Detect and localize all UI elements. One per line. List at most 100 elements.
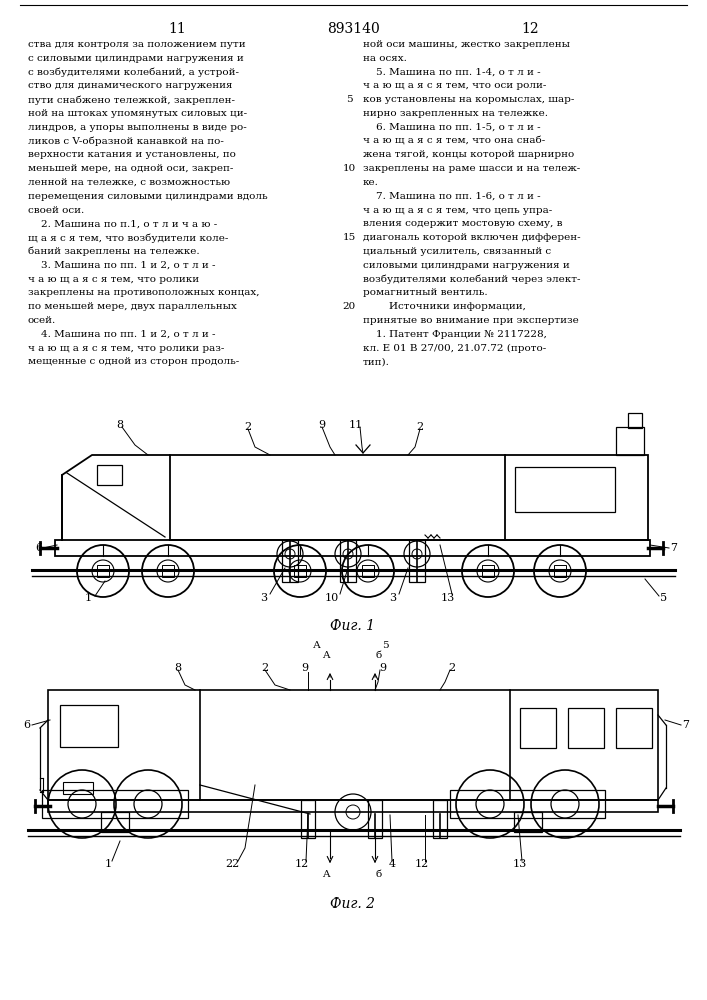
Bar [48,690,200,800]
Text: A: A [322,870,329,879]
Text: ной оси машины, жестко закреплены: ной оси машины, жестко закреплены [363,40,570,49]
Text: 9: 9 [301,663,308,673]
Text: 3. Машина по пп. 1 и 2, о т л и -: 3. Машина по пп. 1 и 2, о т л и - [28,261,216,270]
Text: осей.: осей. [28,316,57,325]
Text: ч а ю щ а я с я тем, что она снаб-: ч а ю щ а я с я тем, что она снаб- [363,137,545,146]
Text: 2: 2 [262,663,269,673]
Text: по меньшей мере, двух параллельных: по меньшей мере, двух параллельных [28,302,237,311]
Text: ч а ю щ а я с я тем, что оси роли-: ч а ю щ а я с я тем, что оси роли- [363,81,547,90]
Text: 5: 5 [382,641,388,650]
Text: 1. Патент Франции № 2117228,: 1. Патент Франции № 2117228, [363,330,547,339]
Bar [515,467,615,512]
Bar [450,790,605,818]
Bar [101,812,129,832]
Text: жена тягой, концы которой шарнирно: жена тягой, концы которой шарнирно [363,150,574,159]
Bar [60,705,118,747]
Text: циальный усилитель, связанный с: циальный усилитель, связанный с [363,247,551,256]
Text: 15: 15 [342,233,356,242]
Bar [513,812,542,832]
Bar [409,540,425,582]
Text: баний закреплены на тележке.: баний закреплены на тележке. [28,247,199,256]
Text: диагональ которой включен дифферен-: диагональ которой включен дифферен- [363,233,580,242]
Text: кл. Е 01 В 27/00, 21.07.72 (прото-: кл. Е 01 В 27/00, 21.07.72 (прото- [363,344,547,353]
Text: 5: 5 [346,95,352,104]
Text: нирно закрепленных на тележке.: нирно закрепленных на тележке. [363,109,548,118]
Bar [616,427,644,455]
Text: 6: 6 [23,720,30,730]
Text: ной на штоках упомянутых силовых ци-: ной на штоках упомянутых силовых ци- [28,109,247,118]
Text: Фиг. 2: Фиг. 2 [330,897,375,911]
Bar [628,413,642,428]
Text: ства для контроля за положением пути: ства для контроля за положением пути [28,40,245,49]
Text: 5: 5 [660,593,667,603]
Text: ство для динамического нагружения: ство для динамического нагружения [28,81,233,90]
Text: 11: 11 [349,420,363,430]
Text: 10: 10 [325,593,339,603]
Text: щ а я с я тем, что возбудители коле-: щ а я с я тем, что возбудители коле- [28,233,228,243]
Bar [554,565,566,577]
Text: 6: 6 [35,543,42,553]
Text: 12: 12 [415,859,429,869]
Text: 13: 13 [513,859,527,869]
Bar [520,708,556,748]
Text: 9: 9 [380,663,387,673]
Text: линдров, а упоры выполнены в виде ро-: линдров, а упоры выполнены в виде ро- [28,123,247,132]
Text: 7. Машина по пп. 1-6, о т л и -: 7. Машина по пп. 1-6, о т л и - [363,192,541,201]
Text: 22: 22 [225,859,239,869]
Text: 13: 13 [441,593,455,603]
Text: 2. Машина по п.1, о т л и ч а ю -: 2. Машина по п.1, о т л и ч а ю - [28,219,217,228]
Text: 11: 11 [168,22,186,36]
Bar [301,800,315,838]
Text: б: б [376,870,382,879]
Text: ков установлены на коромыслах, шар-: ков установлены на коромыслах, шар- [363,95,574,104]
Text: с силовыми цилиндрами нагружения и: с силовыми цилиндрами нагружения и [28,54,244,63]
Bar [55,540,650,556]
Text: 2: 2 [416,422,423,432]
Text: мещенные с одной из сторон продоль-: мещенные с одной из сторон продоль- [28,357,239,366]
Text: 1: 1 [84,593,92,603]
Text: А: А [313,641,321,650]
Text: возбудителями колебаний через элект-: возбудителями колебаний через элект- [363,275,580,284]
Text: перемещения силовыми цилиндрами вдоль: перемещения силовыми цилиндрами вдоль [28,192,268,201]
Text: ликов с V-образной канавкой на по-: ликов с V-образной канавкой на по- [28,137,224,146]
Bar [42,790,188,818]
Bar [340,540,356,582]
Text: Источники информации,: Источники информации, [363,302,526,311]
Text: 20: 20 [342,302,356,311]
Text: 893140: 893140 [327,22,380,36]
Bar [482,565,494,577]
Bar [97,565,109,577]
Bar [282,540,298,582]
Text: 8: 8 [175,663,182,673]
Text: 10: 10 [342,164,356,173]
Text: A: A [322,651,329,660]
Text: ромагнитный вентиль.: ромагнитный вентиль. [363,288,488,297]
Text: 2: 2 [448,663,455,673]
Text: ч а ю щ а я с я тем, что цепь упра-: ч а ю щ а я с я тем, что цепь упра- [363,206,552,215]
Text: закреплены на противоположных концах,: закреплены на противоположных концах, [28,288,259,297]
Text: принятые во внимание при экспертизе: принятые во внимание при экспертизе [363,316,579,325]
Text: на осях.: на осях. [363,54,407,63]
Bar [48,800,658,812]
Text: 3: 3 [390,593,397,603]
Text: 4: 4 [388,859,395,869]
Text: пути снабжено тележкой, закреплен-: пути снабжено тележкой, закреплен- [28,95,235,105]
Bar [63,782,93,794]
Bar [162,565,174,577]
Text: Фиг. 1: Фиг. 1 [330,619,375,633]
Text: своей оси.: своей оси. [28,206,84,215]
Bar [568,708,604,748]
Bar [368,800,382,838]
Text: силовыми цилиндрами нагружения и: силовыми цилиндрами нагружения и [363,261,570,270]
Text: 9: 9 [318,420,325,430]
Text: верхности катания и установлены, по: верхности катания и установлены, по [28,150,236,159]
Text: 8: 8 [117,420,124,430]
Text: 2: 2 [245,422,252,432]
Text: вления содержит мостовую схему, в: вления содержит мостовую схему, в [363,219,563,228]
Text: ч а ю щ а я с я тем, что ролики раз-: ч а ю щ а я с я тем, что ролики раз- [28,344,224,353]
Text: 12: 12 [295,859,309,869]
Bar [294,565,306,577]
Text: 6. Машина по пп. 1-5, о т л и -: 6. Машина по пп. 1-5, о т л и - [363,123,541,132]
Text: 7: 7 [670,543,677,553]
Text: тип).: тип). [363,357,390,366]
